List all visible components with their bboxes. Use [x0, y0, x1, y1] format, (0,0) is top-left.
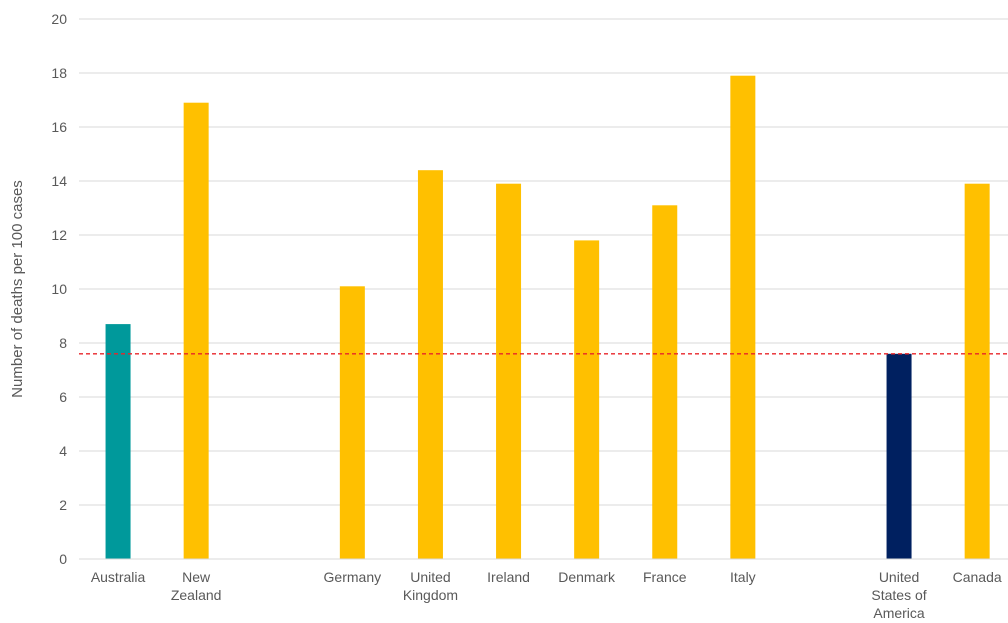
bars [105, 75, 990, 560]
y-tick-label: 10 [51, 281, 67, 297]
y-tick-label: 20 [51, 11, 67, 27]
gridlines [79, 18, 1008, 506]
x-tick-label: States of [871, 587, 926, 603]
y-tick-label: 12 [51, 227, 67, 243]
y-tick-label: 6 [59, 389, 67, 405]
x-tick-label: Canada [953, 569, 1002, 585]
bar [574, 240, 600, 559]
bar [730, 75, 756, 559]
bar [964, 183, 990, 559]
bar [886, 353, 912, 559]
bar [105, 324, 131, 559]
labels: 0 2 4 6 8 10 12 14 16 18 20 Australia New Zealand Germ… [9, 11, 1002, 621]
bar [183, 102, 209, 559]
y-tick-label: 18 [51, 65, 67, 81]
x-tick-label: America [873, 605, 925, 621]
x-tick-label: Germany [324, 569, 382, 585]
x-tick-label: Ireland [487, 569, 530, 585]
bar [417, 170, 443, 559]
y-tick-label: 8 [59, 335, 67, 351]
y-axis-title: Number of deaths per 100 cases [9, 180, 26, 398]
bar [496, 183, 522, 559]
x-tick-label: United [879, 569, 919, 585]
y-tick-label: 2 [59, 497, 67, 513]
y-tick-label: 16 [51, 119, 67, 135]
x-tick-label: New [182, 569, 211, 585]
y-tick-label: 4 [59, 443, 67, 459]
x-tick-label: Italy [730, 569, 756, 585]
x-tick-label: United [410, 569, 450, 585]
x-tick-label: Australia [91, 569, 146, 585]
bar [339, 286, 365, 559]
x-tick-label: Denmark [558, 569, 616, 585]
y-tick-label: 14 [51, 173, 67, 189]
x-tick-label: Zealand [171, 587, 222, 603]
x-tick-label: France [643, 569, 687, 585]
y-tick-label: 0 [59, 551, 67, 567]
x-tick-label: Kingdom [403, 587, 458, 603]
bar [652, 205, 678, 560]
